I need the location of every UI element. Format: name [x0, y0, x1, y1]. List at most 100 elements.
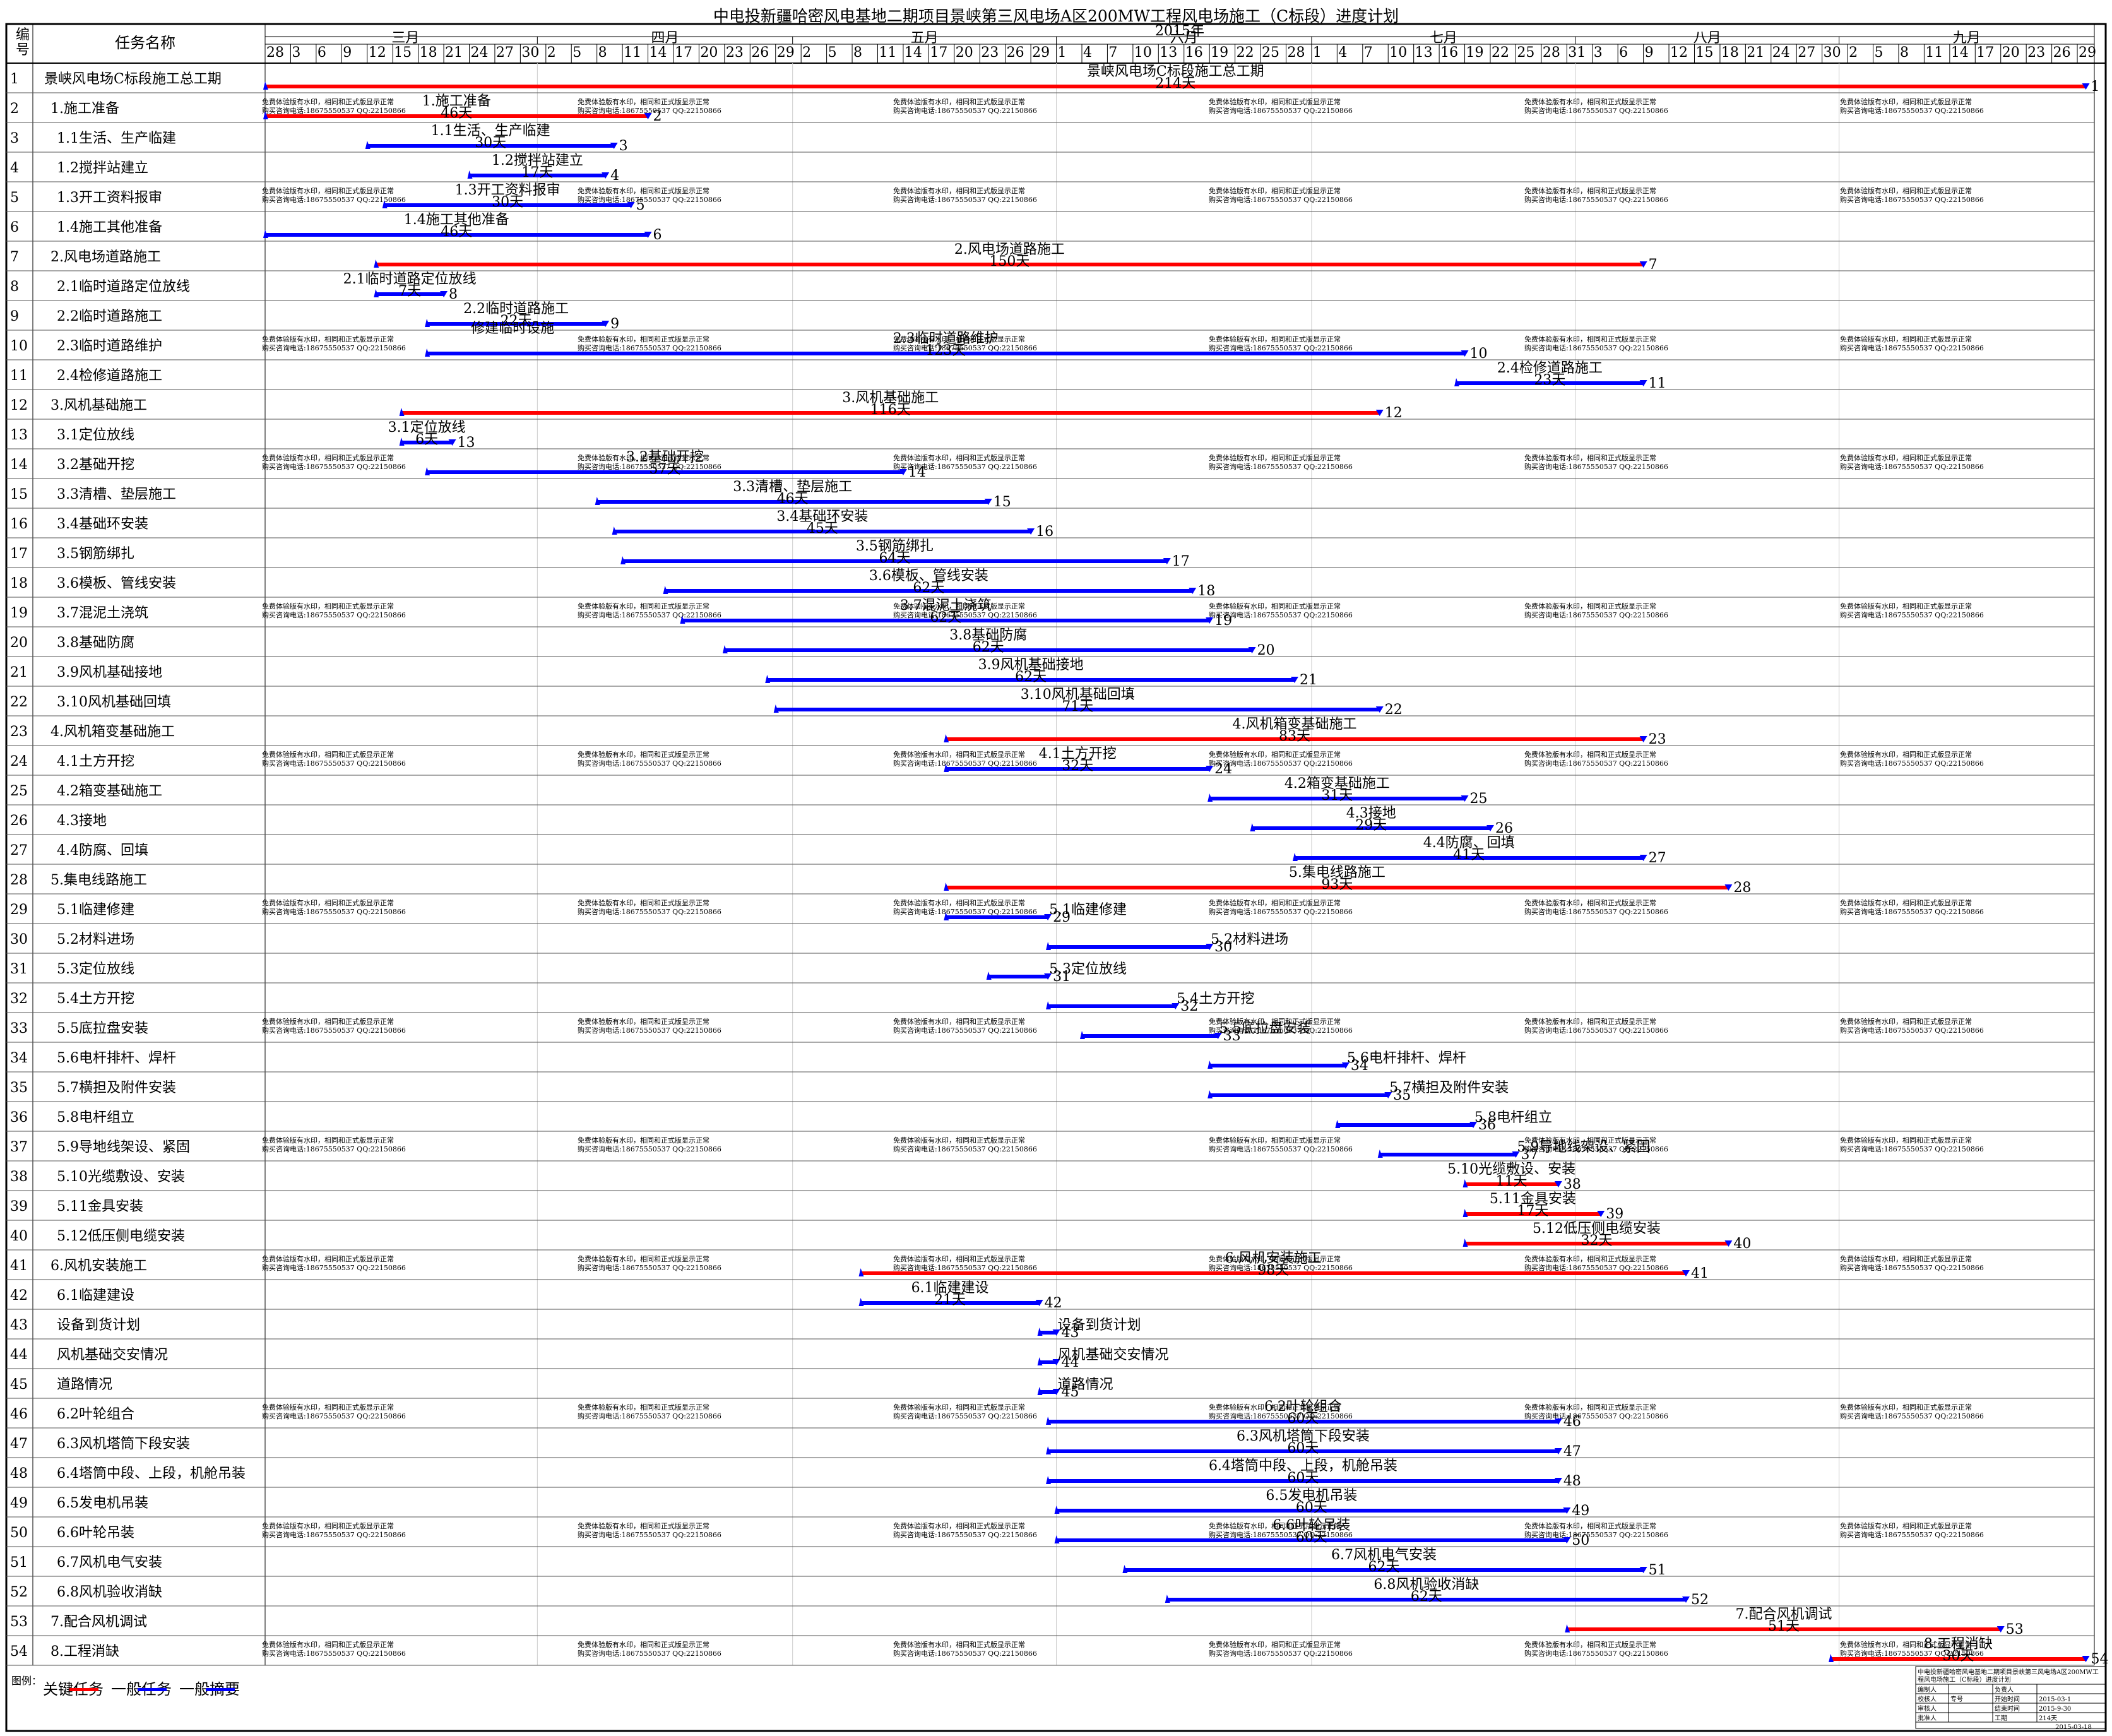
- bar-start-marker: [425, 467, 430, 475]
- task-bar: [860, 1301, 1040, 1305]
- bar-end-label: 20: [1257, 643, 1275, 658]
- bar-label: 3.7混泥土浇筑: [900, 598, 992, 614]
- watermark-line: 购买咨询电话:18675550537 QQ:22150866: [893, 462, 1037, 471]
- tick-label: 2: [1849, 45, 1858, 61]
- bar-start-marker: [1454, 378, 1460, 386]
- task-name: 4.2箱变基础施工: [57, 783, 162, 799]
- bar-start-marker: [1207, 1090, 1213, 1098]
- task-bar: [265, 114, 648, 118]
- bar-label: 6.3风机塔筒下段安装: [1237, 1429, 1370, 1444]
- bar-end-marker: [1044, 973, 1052, 980]
- watermark-line: 购买咨询电话:18675550537 QQ:22150866: [1209, 610, 1353, 619]
- task-bar: [401, 441, 453, 444]
- bar-end-label: 35: [1393, 1088, 1411, 1103]
- tick-label: 22: [1237, 45, 1254, 61]
- bar-end-label: 25: [1470, 791, 1488, 807]
- task-name: 5.12低压侧电缆安装: [57, 1228, 185, 1244]
- tick-label: 11: [624, 45, 641, 61]
- watermark-line: 免费体验版有水印，相同和正式版显示正常: [262, 1254, 394, 1263]
- month-label: 四月: [651, 30, 679, 46]
- bar-label: 3.3清槽、垫层施工: [733, 479, 852, 495]
- bar-start-marker: [1165, 1595, 1170, 1603]
- bar-duration: 6天: [415, 432, 438, 448]
- task-id: 43: [10, 1317, 28, 1333]
- bar-end-marker: [984, 499, 992, 505]
- tick-label: 8: [598, 45, 607, 61]
- bar-end-label: 26: [1495, 821, 1513, 836]
- bar-end-label: 22: [1385, 702, 1403, 718]
- task-id: 27: [10, 843, 28, 859]
- task-bar: [1464, 1212, 1601, 1216]
- task-id: 25: [10, 783, 28, 799]
- watermark-line: 购买咨询电话:18675550537 QQ:22150866: [1840, 1649, 1984, 1658]
- tick-label: 26: [1007, 45, 1024, 61]
- bar-start-marker: [858, 1298, 864, 1306]
- task-bar: [1039, 1331, 1057, 1335]
- watermark-line: 免费体验版有水印，相同和正式版显示正常: [1209, 1521, 1341, 1530]
- watermark-line: 购买咨询电话:18675550537 QQ:22150866: [1840, 1530, 1984, 1539]
- bar-label: 4.1土方开挖: [1039, 746, 1117, 762]
- task-bar: [427, 470, 903, 474]
- watermark-line: 免费体验版有水印，相同和正式版显示正常: [1840, 750, 1972, 759]
- bar-start-marker: [1054, 1506, 1060, 1514]
- task-name: 3.3清槽、垫层施工: [57, 487, 176, 502]
- bar-start-marker: [944, 912, 949, 920]
- task-bar: [1056, 1509, 1567, 1513]
- watermark-line: 免费体验版有水印，相同和正式版显示正常: [1209, 1403, 1341, 1412]
- bar-end-marker: [899, 469, 907, 475]
- bar-end-label: 47: [1563, 1444, 1581, 1460]
- task-id: 24: [10, 754, 28, 770]
- bar-end-marker: [1052, 1359, 1060, 1365]
- watermark-line: 免费体验版有水印，相同和正式版显示正常: [1524, 453, 1656, 462]
- bar-end-marker: [1639, 261, 1647, 268]
- bar-label: 5.7横担及附件安装: [1389, 1080, 1509, 1096]
- watermark-line: 免费体验版有水印，相同和正式版显示正常: [1840, 1403, 1972, 1412]
- task-name: 3.6模板、管线安装: [57, 576, 176, 592]
- task-id: 40: [10, 1228, 28, 1244]
- watermark-line: 购买咨询电话:18675550537 QQ:22150866: [1840, 462, 1984, 471]
- task-bar: [767, 678, 1295, 682]
- bar-end-marker: [448, 439, 456, 446]
- bar-start-marker: [467, 170, 473, 179]
- bar-label: 5.2材料进场: [1211, 932, 1288, 948]
- bar-label: 3.风机基础施工: [842, 390, 939, 406]
- watermark-line: 购买咨询电话:18675550537 QQ:22150866: [1524, 610, 1668, 619]
- bar-end-label: 28: [1733, 880, 1751, 896]
- bar-end-marker: [1248, 647, 1256, 653]
- watermark-line: 购买咨询电话:18675550537 QQ:22150866: [893, 1530, 1037, 1539]
- bar-label: 8.工程消缺: [1924, 1636, 1993, 1652]
- task-name: 1.施工准备: [50, 101, 119, 117]
- tick-label: 23: [726, 45, 744, 61]
- bar-duration: 214天: [1155, 76, 1195, 92]
- bar-end-marker: [1341, 1062, 1350, 1069]
- bar-end-label: 48: [1563, 1473, 1581, 1489]
- bar-duration: 60天: [1287, 1470, 1319, 1486]
- bar-end-label: 32: [1180, 999, 1198, 1014]
- bar-label: 2.1临时道路定位放线: [343, 271, 477, 287]
- bar-label: 3.4基础环安装: [776, 509, 868, 525]
- bar-end-label: 18: [1197, 583, 1215, 599]
- bar-start-marker: [399, 408, 405, 416]
- tick-label: 16: [1185, 45, 1203, 61]
- bar-start-marker: [1046, 1446, 1052, 1454]
- bar-note: 修建临时设施: [471, 321, 554, 336]
- tick-label: 13: [1415, 45, 1433, 61]
- bar-duration: 93天: [1321, 877, 1353, 893]
- bar-label: 2.风电场道路施工: [954, 242, 1065, 258]
- bar-label: 5.5底拉盘安装: [1219, 1021, 1311, 1037]
- watermark-line: 免费体验版有水印，相同和正式版显示正常: [1524, 1521, 1656, 1530]
- watermark-line: 免费体验版有水印，相同和正式版显示正常: [1524, 186, 1656, 195]
- tick-label: 15: [1695, 45, 1713, 61]
- tick-label: 17: [675, 45, 692, 61]
- tick-label: 14: [650, 45, 667, 61]
- task-name: 2.4检修道路施工: [57, 368, 162, 384]
- bar-end-marker: [1639, 855, 1647, 861]
- watermark-line: 免费体验版有水印，相同和正式版显示正常: [262, 97, 394, 106]
- watermark-line: 购买咨询电话:18675550537 QQ:22150866: [262, 1530, 406, 1539]
- task-id: 44: [10, 1347, 28, 1363]
- task-bar: [1209, 1064, 1346, 1067]
- watermark-line: 购买咨询电话:18675550537 QQ:22150866: [893, 759, 1037, 768]
- bar-end-marker: [1639, 1567, 1647, 1573]
- bar-start-marker: [1046, 1001, 1052, 1009]
- watermark-line: 免费体验版有水印，相同和正式版显示正常: [1840, 602, 1972, 610]
